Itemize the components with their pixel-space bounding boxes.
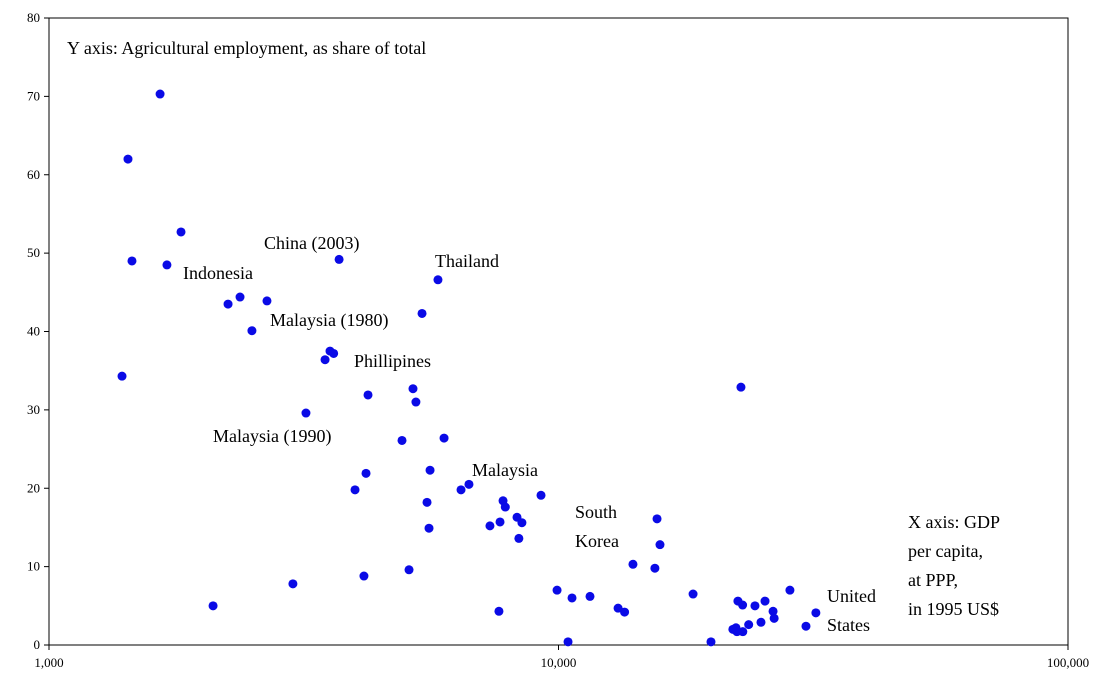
y-tick-label: 10: [27, 559, 40, 574]
y-tick-label: 30: [27, 402, 40, 417]
point: [397, 435, 407, 445]
point: [552, 585, 562, 595]
point: [768, 606, 778, 616]
annotation: States: [827, 615, 870, 635]
point: [756, 617, 766, 627]
annotation: United: [827, 586, 876, 606]
y-tick-label: 40: [27, 324, 40, 339]
point: [750, 601, 760, 611]
point: [769, 613, 779, 623]
annotation: China (2003): [264, 233, 359, 254]
point: [785, 585, 795, 595]
point: [424, 523, 434, 533]
point: [334, 254, 344, 264]
point: [736, 382, 746, 392]
point: [433, 275, 443, 285]
y-tick-label: 50: [27, 245, 40, 260]
point: [235, 292, 245, 302]
point: [563, 637, 573, 647]
x-tick-label: 1,000: [34, 655, 63, 670]
annotation: Indonesia: [183, 263, 253, 283]
point: [801, 621, 811, 631]
point: [652, 514, 662, 524]
point: [738, 600, 748, 610]
point: [688, 589, 698, 599]
point: [127, 256, 137, 266]
annotation: in 1995 US$: [908, 599, 999, 619]
point: [422, 497, 432, 507]
point: [425, 465, 435, 475]
point: [404, 565, 414, 575]
point: [585, 591, 595, 601]
point: [301, 408, 311, 418]
annotation: Malaysia (1980): [270, 310, 388, 331]
x-tick-label: 100,000: [1047, 655, 1089, 670]
y-tick-label: 20: [27, 480, 40, 495]
plot-area: [48, 17, 1069, 646]
point: [329, 348, 339, 358]
point: [514, 533, 524, 543]
point: [760, 596, 770, 606]
annotation: per capita,: [908, 541, 983, 561]
point: [408, 384, 418, 394]
annotation: X axis: GDP: [908, 512, 1000, 532]
point: [500, 502, 510, 512]
point: [613, 603, 623, 613]
annotation: Phillipines: [354, 351, 431, 371]
point: [744, 620, 754, 630]
point: [628, 559, 638, 569]
annotation: at PPP,: [908, 570, 958, 590]
x-tick-label: 10,000: [541, 655, 577, 670]
point: [536, 490, 546, 500]
y-tick-label: 0: [34, 637, 41, 652]
point: [411, 397, 421, 407]
point: [811, 608, 821, 618]
point: [517, 518, 527, 528]
point: [208, 601, 218, 611]
point: [738, 627, 748, 637]
point: [262, 296, 272, 306]
point: [464, 479, 474, 489]
point: [155, 89, 165, 99]
point: [485, 521, 495, 531]
annotation: Y axis: Agricultural employment, as shar…: [67, 38, 426, 58]
point: [439, 433, 449, 443]
point: [123, 154, 133, 164]
y-tick-label: 70: [27, 88, 40, 103]
annotation: South: [575, 502, 617, 522]
point: [361, 468, 371, 478]
point: [655, 540, 665, 550]
point: [247, 326, 257, 336]
point: [288, 579, 298, 589]
point: [567, 593, 577, 603]
point: [162, 260, 172, 270]
point: [417, 308, 427, 318]
point: [350, 485, 360, 495]
point: [495, 517, 505, 527]
annotation: Malaysia: [472, 460, 538, 480]
point: [176, 227, 186, 237]
annotation: Thailand: [435, 251, 499, 271]
point: [363, 390, 373, 400]
point: [320, 355, 330, 365]
point: [706, 637, 716, 647]
y-tick-label: 80: [27, 10, 40, 25]
annotation: Malaysia (1990): [213, 426, 331, 447]
point: [620, 607, 630, 617]
y-tick-label: 60: [27, 167, 40, 182]
point: [494, 606, 504, 616]
point: [117, 371, 127, 381]
point: [456, 485, 466, 495]
point: [359, 571, 369, 581]
annotation: Korea: [575, 531, 619, 551]
point: [223, 299, 233, 309]
point: [650, 563, 660, 573]
